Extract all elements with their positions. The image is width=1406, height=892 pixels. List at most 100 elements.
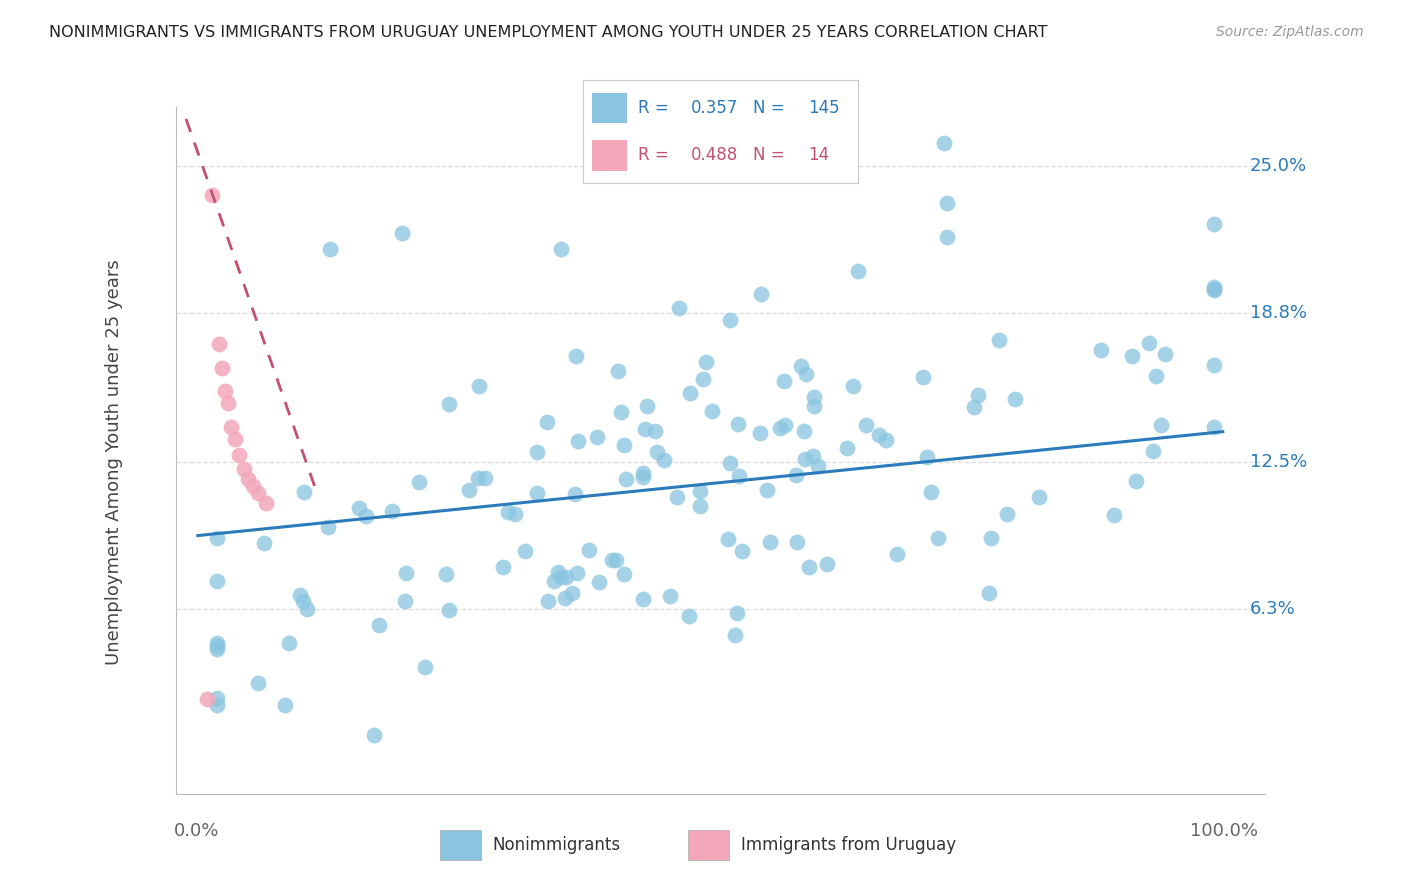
Point — [605, 553, 627, 567]
Point — [505, 507, 527, 521]
Point — [232, 462, 254, 476]
Point — [846, 264, 869, 278]
Point — [668, 301, 690, 316]
Point — [217, 396, 239, 410]
Point — [368, 618, 391, 632]
Point — [205, 531, 228, 545]
Point — [474, 470, 496, 484]
Text: 0.0%: 0.0% — [173, 822, 219, 840]
Text: 25.0%: 25.0% — [1250, 157, 1308, 175]
Point — [578, 543, 600, 558]
Point — [564, 487, 586, 501]
Point — [1121, 349, 1143, 363]
Point — [610, 405, 633, 419]
Point — [793, 452, 815, 467]
Point — [915, 450, 938, 465]
Point — [363, 728, 385, 742]
Text: Source: ZipAtlas.com: Source: ZipAtlas.com — [1216, 25, 1364, 39]
Point — [727, 417, 749, 432]
Point — [437, 397, 460, 411]
Point — [835, 441, 858, 455]
Point — [644, 424, 666, 438]
Text: 0.357: 0.357 — [690, 99, 738, 117]
Point — [214, 384, 236, 399]
Point — [468, 379, 491, 393]
Bar — [592, 140, 627, 170]
Point — [242, 479, 264, 493]
Point — [799, 559, 821, 574]
Point — [911, 369, 934, 384]
Point — [801, 449, 824, 463]
Point — [254, 495, 277, 509]
Point — [567, 434, 589, 448]
Point — [526, 445, 548, 459]
Point — [224, 432, 246, 446]
Point — [195, 692, 218, 706]
Point — [211, 360, 233, 375]
Point — [1004, 392, 1026, 406]
Text: 100.0%: 100.0% — [1191, 822, 1258, 840]
Text: Immigrants from Uruguay: Immigrants from Uruguay — [741, 836, 956, 855]
Point — [1144, 368, 1167, 383]
Text: 18.8%: 18.8% — [1250, 304, 1308, 322]
Point — [253, 536, 276, 550]
Point — [934, 136, 956, 150]
Point — [492, 559, 515, 574]
Point — [728, 469, 751, 483]
Text: 0.488: 0.488 — [690, 146, 738, 164]
Point — [1102, 508, 1125, 522]
Point — [457, 483, 479, 497]
Point — [868, 428, 890, 442]
Point — [228, 448, 250, 462]
Point — [391, 226, 413, 240]
Bar — [592, 93, 627, 123]
Point — [963, 401, 986, 415]
Point — [537, 594, 560, 608]
Point — [631, 592, 654, 607]
Point — [634, 422, 657, 436]
Point — [413, 660, 436, 674]
Point — [1028, 491, 1050, 505]
Point — [794, 367, 817, 381]
Point — [718, 313, 741, 327]
Text: N =: N = — [754, 146, 790, 164]
Point — [236, 472, 259, 486]
Point — [437, 603, 460, 617]
Point — [543, 574, 565, 589]
Point — [1149, 418, 1171, 433]
Text: R =: R = — [638, 146, 675, 164]
Point — [775, 417, 797, 432]
Point — [205, 690, 228, 705]
Point — [678, 385, 700, 400]
Point — [935, 230, 957, 244]
Point — [995, 508, 1018, 522]
Point — [536, 415, 558, 429]
Point — [731, 544, 754, 558]
Text: 12.5%: 12.5% — [1250, 453, 1308, 471]
Point — [1153, 347, 1175, 361]
Point — [614, 472, 637, 486]
Point — [561, 586, 583, 600]
Point — [205, 642, 228, 657]
Point — [980, 531, 1002, 545]
Point — [547, 565, 569, 579]
Point — [246, 486, 269, 500]
Point — [695, 355, 717, 369]
Text: 145: 145 — [808, 99, 839, 117]
Point — [354, 509, 377, 524]
Point — [786, 535, 808, 549]
Point — [855, 417, 877, 432]
Point — [749, 287, 772, 301]
Text: 6.3%: 6.3% — [1250, 600, 1296, 618]
Point — [319, 242, 342, 256]
Point — [678, 609, 700, 624]
Text: Nonimmigrants: Nonimmigrants — [492, 836, 621, 855]
Point — [554, 591, 576, 605]
Point — [290, 587, 312, 601]
Point — [381, 503, 404, 517]
Point — [496, 505, 519, 519]
Point — [842, 379, 865, 393]
Point — [394, 594, 416, 608]
Point — [1202, 419, 1225, 434]
Text: NONIMMIGRANTS VS IMMIGRANTS FROM URUGUAY UNEMPLOYMENT AMONG YOUTH UNDER 25 YEARS: NONIMMIGRANTS VS IMMIGRANTS FROM URUGUAY… — [49, 25, 1047, 40]
